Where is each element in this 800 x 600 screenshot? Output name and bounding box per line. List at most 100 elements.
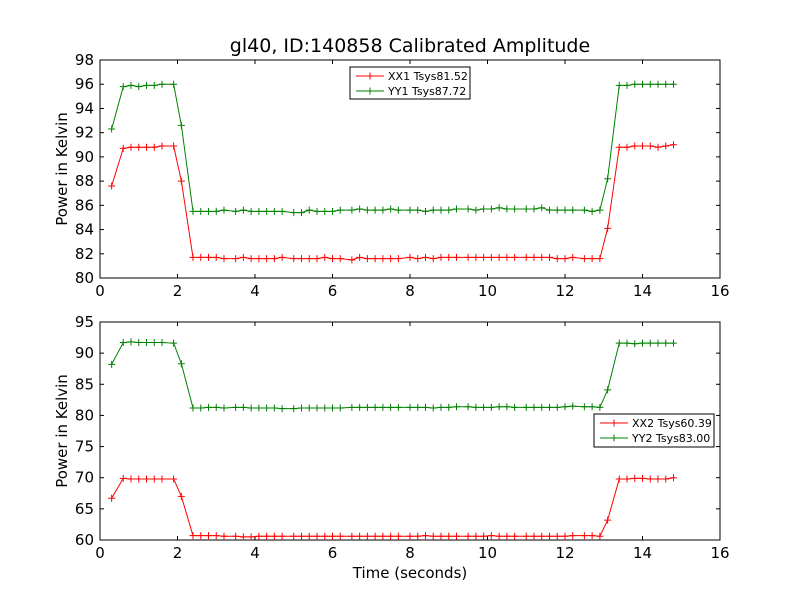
bottom-series-2-point [596, 403, 604, 411]
top-series-1-point [662, 142, 670, 150]
bottom-series-1-point [588, 532, 596, 540]
top-series-2-point [127, 81, 135, 89]
top-y-tick-label: 92 [75, 124, 94, 142]
top-series-1-point [348, 256, 356, 264]
bottom-series-2-point [119, 339, 127, 347]
top-series-1-point [588, 255, 596, 263]
top-series-1-point [387, 255, 395, 263]
top-series-1-point [480, 253, 488, 261]
bottom-series-1-point [329, 532, 336, 540]
bottom-series-1-point [348, 532, 356, 540]
top-series-2-point [522, 205, 530, 213]
top-y-tick-label: 82 [75, 245, 94, 263]
bottom-series-1-point [406, 532, 414, 540]
top-series-2-point [670, 80, 677, 88]
bottom-series-1-point [387, 532, 395, 540]
top-series-2-point [212, 207, 220, 215]
bottom-series-1-point [569, 532, 577, 540]
top-series-1-point [580, 255, 588, 263]
top-y-tick-label: 96 [75, 75, 94, 93]
top-series-2-point [232, 207, 240, 215]
top-series-1-point [313, 255, 321, 263]
top-y-tick-label: 80 [75, 269, 94, 287]
top-series-1-point [639, 142, 646, 150]
bottom-series-2-point [662, 339, 670, 347]
bottom-series-2-point [580, 403, 588, 411]
top-series-2-point [654, 80, 662, 88]
x-axis-label: Time (seconds) [352, 564, 468, 582]
top-series-2-point [561, 206, 569, 214]
top-series-1-point [464, 253, 472, 261]
bottom-series-1-point [379, 532, 387, 540]
bottom-series-1-point [422, 532, 429, 540]
top-series-1-point [379, 255, 387, 263]
bottom-series-1-point [119, 474, 127, 482]
top-y-tick-label: 86 [75, 196, 94, 214]
bottom-series-2-point [189, 404, 197, 412]
top-series-2-point [255, 207, 263, 215]
bottom-series-2-point [588, 403, 596, 411]
bottom-x-tick-label: 4 [250, 544, 260, 562]
top-x-tick-label: 10 [478, 282, 497, 300]
bottom-series-1-point [158, 475, 166, 483]
top-y-tick-label: 88 [75, 172, 94, 190]
top-series-1-point [189, 253, 197, 261]
bottom-series-1-point [414, 532, 422, 540]
top-series-2-point [662, 80, 670, 88]
top-series-1-point [553, 255, 561, 263]
top-series-2-point [604, 175, 612, 183]
bottom-series-1-point [212, 532, 220, 540]
top-series-2-point [453, 205, 460, 213]
top-series-2-point [313, 207, 321, 215]
bottom-series-2-point [387, 403, 395, 411]
bottom-series-2-point [177, 360, 185, 368]
top-series-2-point [530, 205, 538, 213]
bottom-series-2-point [108, 360, 116, 368]
top-series-1-point [247, 255, 255, 263]
top-series-1-point [158, 142, 166, 150]
bottom-x-tick-label: 10 [478, 544, 497, 562]
top-series-1-point [546, 253, 553, 261]
top-series-2-point [205, 207, 212, 215]
top-series-2-point [394, 206, 402, 214]
bottom-series-1-point [127, 475, 135, 483]
top-series-1-point [170, 142, 178, 150]
bottom-series-1-point [220, 532, 228, 540]
bottom-series-1-point [522, 532, 530, 540]
top-series-1-point [445, 253, 453, 261]
bottom-series-1-point [278, 532, 286, 540]
bottom-series-2-point [205, 403, 212, 411]
top-series-2-point [538, 204, 546, 212]
top-legend-label-2: YY1 Tsys87.72 [387, 85, 466, 98]
bottom-series-1-point [298, 532, 305, 540]
top-y-ticks: 80 82 84 86 88 90 92 94 96 98 [75, 51, 720, 287]
top-series-2-point [553, 206, 561, 214]
bottom-series-2-point [406, 403, 414, 411]
top-series-1-point [108, 182, 116, 190]
bottom-series-2-point [290, 405, 298, 413]
top-series-1-point [561, 255, 569, 263]
top-series-2-point [329, 207, 336, 215]
bottom-series-2-point [422, 403, 429, 411]
top-series-1-point [263, 255, 271, 263]
bottom-series-1-point [270, 532, 278, 540]
bottom-series-2-point [220, 404, 228, 412]
top-series-2-point [135, 83, 143, 91]
top-series-2-point [270, 207, 278, 215]
bottom-series-1-point [530, 532, 538, 540]
bottom-series-2-point [305, 404, 313, 412]
top-series-2-point [422, 207, 429, 215]
top-y-tick-label: 90 [75, 148, 94, 166]
top-series-1-point [538, 253, 546, 261]
bottom-series-1-point [263, 532, 271, 540]
bottom-series-2-point [464, 403, 472, 411]
bottom-series-2-point [278, 405, 286, 413]
bottom-legend: XX2 Tsys60.39 YY2 Tsys83.00 [593, 413, 715, 448]
bottom-series-2-point [394, 403, 402, 411]
top-legend-label-1: XX1 Tsys81.52 [388, 70, 468, 83]
top-series-2-point [503, 205, 511, 213]
top-series-1-point [363, 255, 371, 263]
top-series-1-point [615, 143, 623, 151]
bottom-series-1-point [662, 475, 670, 483]
top-series-1-point [604, 224, 612, 232]
